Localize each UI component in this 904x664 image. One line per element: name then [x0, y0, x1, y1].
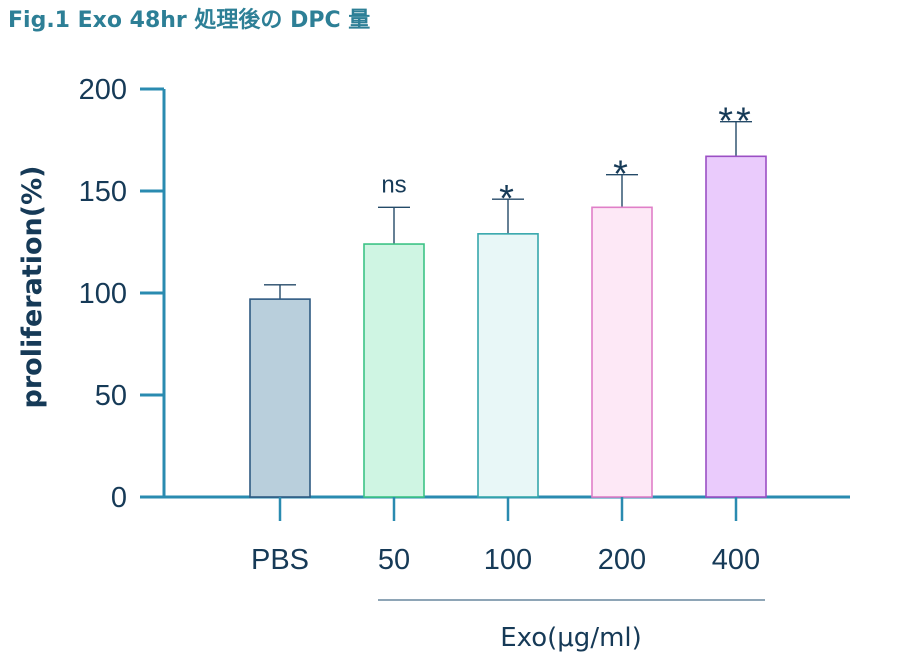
y-tick-label: 50 [95, 380, 127, 412]
x-tick-label: 400 [712, 544, 760, 576]
bar [705, 155, 767, 498]
significance-label: ** [718, 101, 754, 143]
y-tick-label: 0 [111, 482, 127, 514]
significance-label: ns [381, 171, 406, 198]
x-tick-label: 50 [378, 544, 410, 576]
significance-label: * [499, 178, 517, 220]
bar [249, 298, 311, 498]
x-tick-label: 200 [598, 544, 646, 576]
x-tick-label: PBS [251, 544, 309, 576]
y-tick-label: 100 [79, 278, 127, 310]
y-tick-label: 200 [79, 74, 127, 106]
significance-label: * [613, 154, 631, 196]
y-axis-label: proliferation(%) [17, 166, 48, 409]
x-axis-label: Exo(μg/ml) [500, 623, 642, 653]
bar [477, 233, 539, 498]
y-tick-label: 150 [79, 176, 127, 208]
chart-title: Fig.1 Exo 48hr 処理後の DPC 量 [8, 7, 370, 33]
bar [363, 243, 425, 498]
bar [591, 206, 653, 498]
x-tick-label: 100 [484, 544, 532, 576]
chart-marks: 0 50 100 150 200 PBS 50 ns 100 * 200 * 400 ** [79, 74, 850, 576]
